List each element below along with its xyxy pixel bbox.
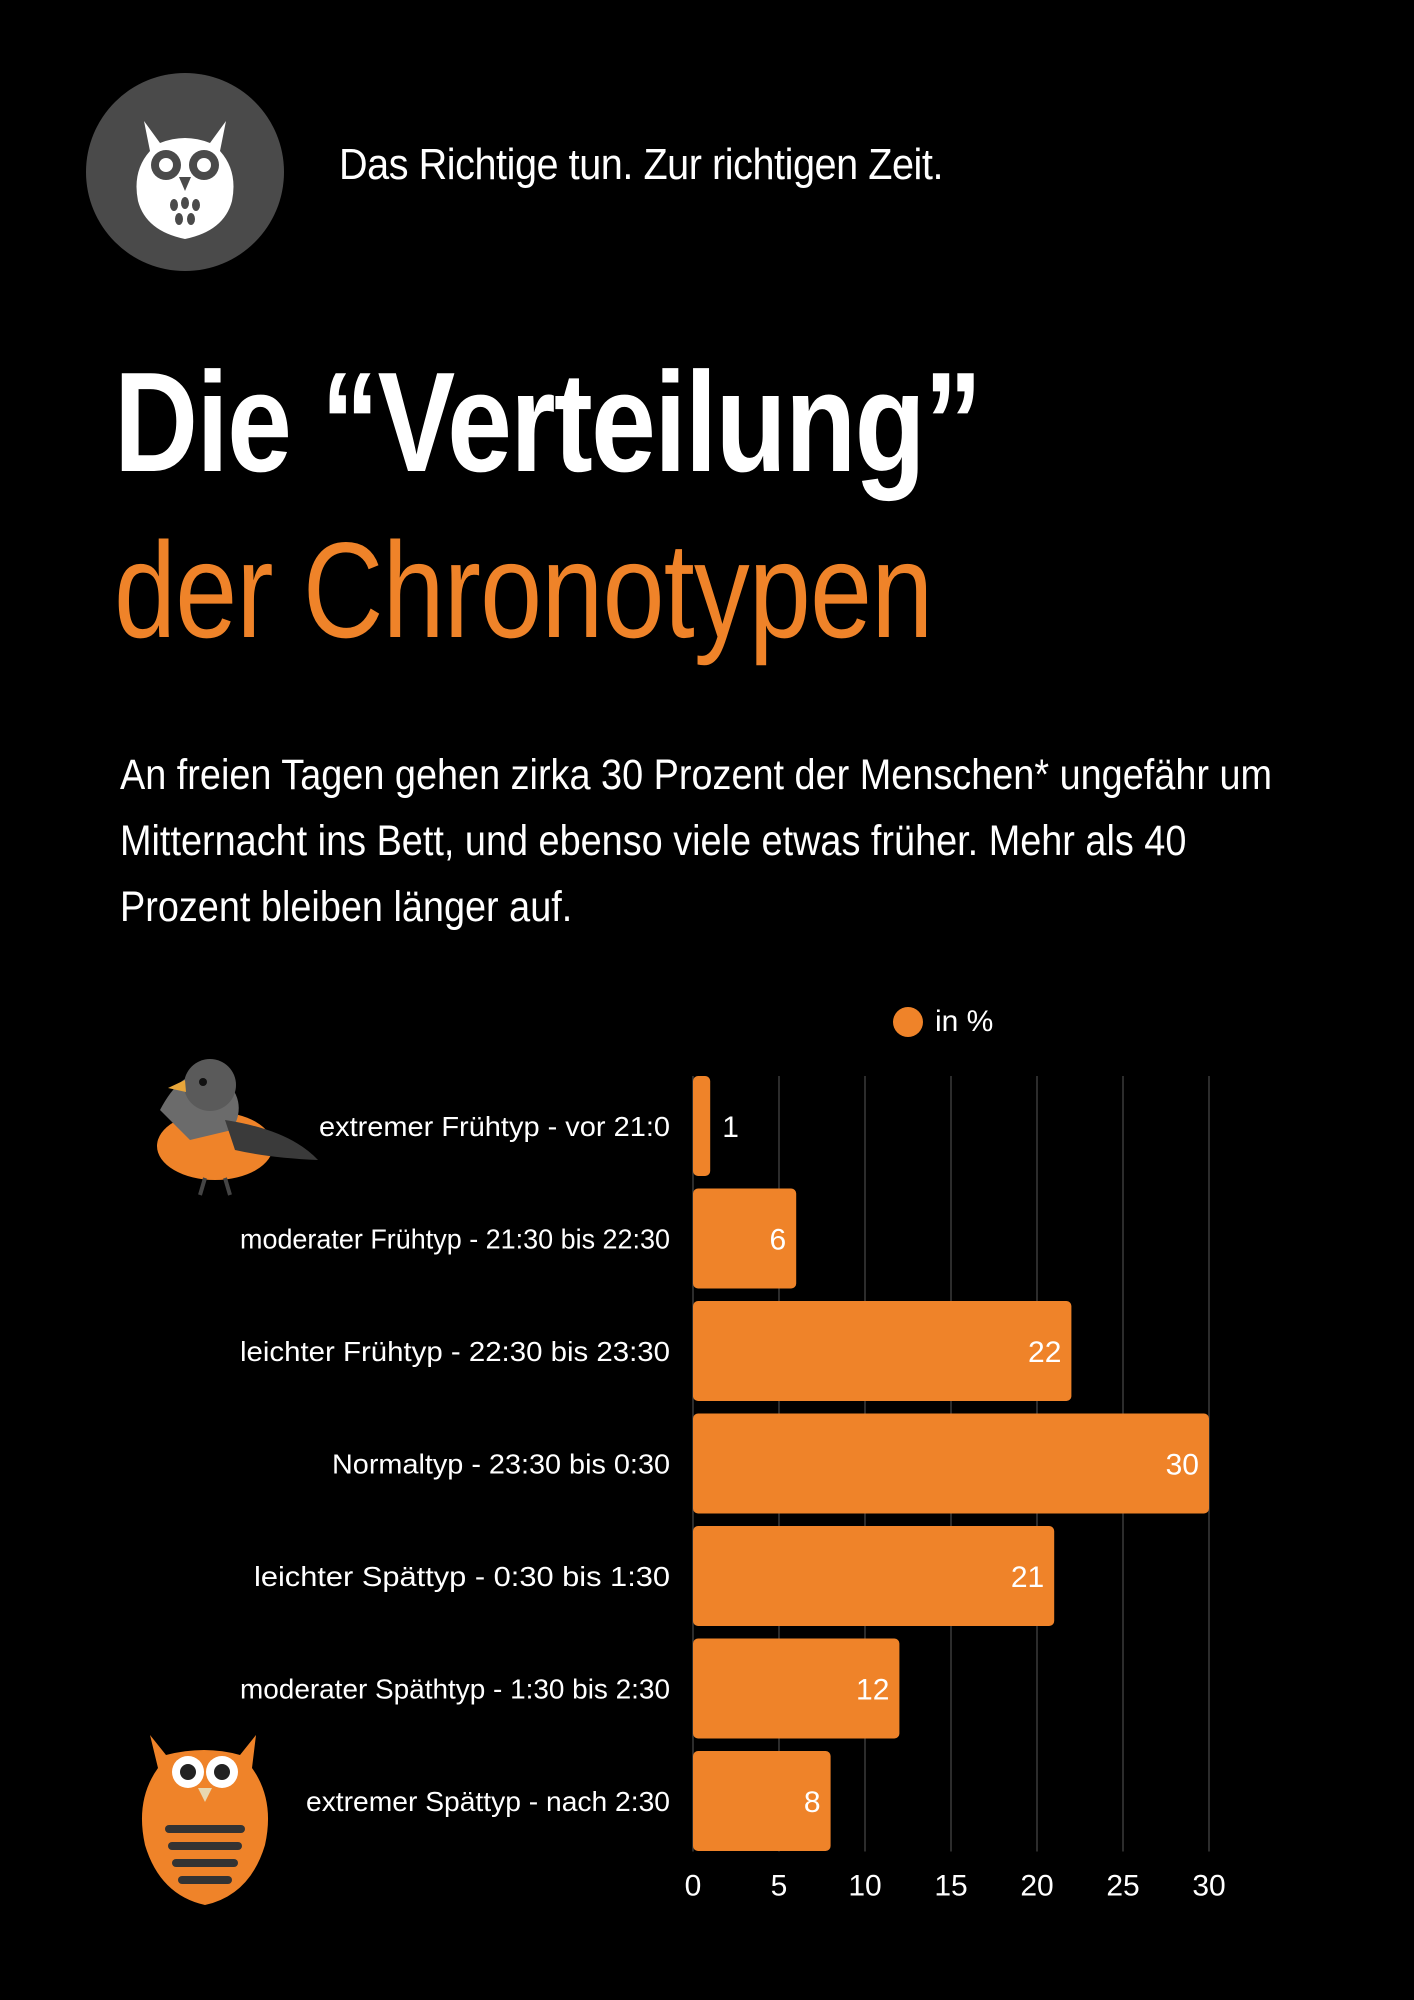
data-label: 30 [1166, 1449, 1199, 1482]
category-label: moderater Frühtyp - 21:30 bis 22:30 [240, 1224, 670, 1255]
x-tick-label: 20 [1020, 1870, 1053, 1903]
intro-text: An freien Tagen gehen zirka 30 Prozent d… [120, 751, 1273, 931]
page-subtitle: der Chronotypen [114, 514, 933, 666]
category-label: Normaltyp - 23:30 bis 0:30 [332, 1449, 670, 1480]
data-label: 6 [770, 1224, 787, 1257]
x-tick-label: 15 [934, 1870, 967, 1903]
category-label: leichter Frühtyp - 22:30 bis 23:30 [240, 1336, 670, 1367]
bar [693, 1526, 1055, 1626]
bar [693, 1076, 711, 1176]
x-tick-label: 25 [1106, 1870, 1139, 1903]
category-label: extremer Spättyp - nach 2:30 [306, 1786, 670, 1817]
page-title: Die “Verteilung” [114, 343, 982, 502]
legend-swatch [893, 1007, 923, 1037]
bar [693, 1188, 797, 1289]
bar [693, 1751, 831, 1851]
x-tick-label: 30 [1192, 1870, 1225, 1903]
x-tick-label: 0 [685, 1870, 702, 1903]
category-label: extremer Frühtyp - vor 21:0 [319, 1111, 670, 1142]
x-tick-label: 10 [848, 1870, 881, 1903]
data-label: 1 [722, 1111, 739, 1144]
data-label: 21 [1011, 1561, 1044, 1594]
owl-icon [136, 121, 234, 239]
x-tick-label: 5 [771, 1870, 788, 1903]
legend-label: in % [935, 1005, 994, 1038]
data-label: 8 [804, 1786, 821, 1819]
bar [693, 1413, 1209, 1514]
owl-icon [141, 1735, 269, 1905]
chart-legend: in % [893, 1005, 993, 1039]
category-label: leichter Spättyp - 0:30 bis 1:30 [254, 1561, 670, 1592]
category-label: moderater Späthtyp - 1:30 bis 2:30 [240, 1674, 670, 1705]
bird-icon [157, 1059, 318, 1196]
bar [693, 1301, 1072, 1401]
data-label: 22 [1028, 1336, 1061, 1369]
data-label: 12 [856, 1674, 889, 1707]
tagline: Das Richtige tun. Zur richtigen Zeit. [339, 140, 943, 189]
bar [693, 1638, 900, 1739]
logo [86, 73, 284, 271]
